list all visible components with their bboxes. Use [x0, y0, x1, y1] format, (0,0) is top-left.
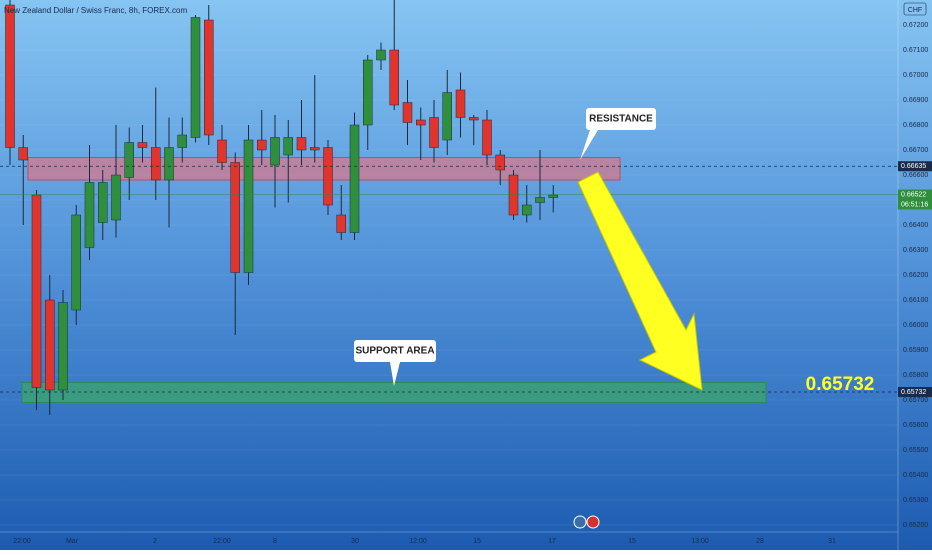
candle-body	[124, 142, 134, 178]
y-tick-label: 0.66100	[903, 297, 928, 304]
annotation: RESISTANCE	[589, 114, 653, 125]
y-tick-label: 0.66700	[903, 147, 928, 154]
x-tick-label: 17	[548, 538, 556, 545]
x-tick-label: Mar	[66, 538, 79, 545]
countdown: 06:51:16	[901, 201, 928, 208]
candle-body	[71, 214, 81, 311]
x-tick-label: 22:00	[13, 538, 31, 545]
candle-body	[217, 139, 227, 163]
chart-title: New Zealand Dollar / Swiss Franc, 8h, FO…	[4, 6, 188, 15]
candle-body	[469, 117, 479, 121]
candle-body	[402, 102, 413, 123]
x-tick-label: 13:00	[691, 538, 709, 545]
y-tick-label: 0.67200	[903, 22, 928, 29]
event-icon[interactable]	[586, 515, 600, 529]
candle-body	[389, 49, 399, 106]
y-tick-label: 0.67100	[903, 47, 928, 54]
y-tick-label: 0.65400	[903, 472, 928, 479]
y-tick-label: 0.65600	[903, 422, 928, 429]
candle-body	[283, 137, 293, 156]
currency-badge[interactable]	[903, 2, 927, 16]
y-tick-label: 0.66600	[903, 172, 928, 179]
y-tick-label: 0.66000	[903, 322, 928, 329]
candle-body	[164, 147, 174, 181]
candle-body	[18, 147, 28, 161]
candle-body	[257, 139, 267, 151]
candle-body	[323, 147, 333, 206]
candle-body	[84, 182, 95, 248]
candle-body	[416, 119, 426, 126]
candle-body	[31, 194, 42, 388]
price-label-bg	[898, 161, 932, 172]
x-tick-label: 22:00	[213, 538, 231, 545]
y-tick-label: 0.65300	[903, 497, 928, 504]
y-tick-label: 0.65500	[903, 447, 928, 454]
price-label: 0.65732	[901, 389, 926, 396]
candle-body	[98, 182, 108, 223]
y-tick-label: 0.65800	[903, 372, 928, 379]
y-tick-label: 0.66400	[903, 222, 928, 229]
candle-body	[45, 299, 55, 391]
candle-body	[5, 4, 15, 148]
candle-body	[429, 117, 439, 148]
candle-body	[177, 134, 187, 148]
y-tick-label: 0.65700	[903, 397, 928, 404]
annotation: SUPPORT AREA	[355, 346, 434, 357]
candle-body	[230, 162, 240, 273]
candle-body	[376, 49, 386, 61]
callout-box	[354, 340, 436, 362]
candle-body	[296, 137, 307, 151]
x-tick-label: 8	[273, 538, 277, 545]
y-tick-label: 0.66200	[903, 272, 928, 279]
arrow	[577, 171, 703, 391]
candle-body	[151, 147, 161, 181]
candle-body	[270, 137, 280, 166]
callout-pointer	[580, 130, 598, 160]
candle-body	[111, 174, 121, 221]
candle-body	[455, 89, 466, 118]
candle-body	[58, 302, 68, 391]
candle-body	[310, 147, 320, 151]
y-tick-label: 0.67000	[903, 72, 928, 79]
candle-body	[522, 204, 532, 216]
candle-body	[204, 19, 214, 136]
candle-body	[535, 197, 545, 203]
x-tick-label: 2	[153, 538, 157, 545]
y-tick-label: 0.66300	[903, 247, 928, 254]
candle-body	[336, 214, 346, 233]
candle-body	[363, 59, 373, 126]
candle-body	[548, 194, 558, 198]
y-tick-label: 0.65900	[903, 347, 928, 354]
candle-body	[349, 124, 360, 233]
candle-body	[190, 17, 201, 138]
callout-box	[586, 108, 656, 130]
candle-body	[495, 154, 505, 171]
price-label: 0.66522	[901, 191, 926, 198]
x-tick-label: 30	[351, 538, 359, 545]
callout-pointer	[390, 362, 400, 386]
candle-body	[442, 92, 452, 141]
candle-body	[243, 139, 254, 273]
price-label-bg	[898, 189, 932, 210]
x-tick-label: 31	[828, 538, 836, 545]
event-icon[interactable]	[573, 515, 587, 529]
x-tick-label: 15	[473, 538, 481, 545]
candle-body	[482, 119, 492, 156]
y-tick-label: 0.65200	[903, 522, 928, 529]
candle-body	[137, 142, 148, 148]
candle-body	[508, 174, 519, 216]
price-label: 0.66635	[901, 163, 926, 170]
x-tick-label: 28	[756, 538, 764, 545]
currency: CHF	[908, 7, 922, 14]
x-tick-label: 12:00	[409, 538, 427, 545]
y-tick-label: 0.66800	[903, 122, 928, 129]
price-label-bg	[898, 387, 932, 397]
x-tick-label: 15	[628, 538, 636, 545]
target-text: 0.65732	[806, 374, 875, 395]
y-tick-label: 0.66900	[903, 97, 928, 104]
